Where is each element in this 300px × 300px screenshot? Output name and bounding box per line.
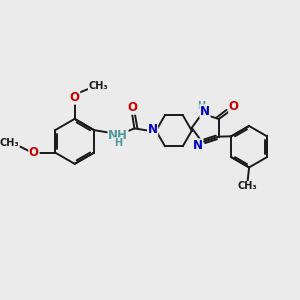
Text: CH₃: CH₃: [238, 182, 257, 191]
Text: NH: NH: [108, 129, 128, 142]
Text: N: N: [200, 105, 210, 118]
Text: CH₃: CH₃: [88, 81, 108, 91]
Text: CH₃: CH₃: [0, 137, 19, 148]
Text: O: O: [29, 146, 39, 159]
Text: N: N: [193, 139, 203, 152]
Text: O: O: [229, 100, 239, 113]
Text: O: O: [127, 101, 137, 114]
Text: H: H: [114, 138, 122, 148]
Text: N: N: [148, 123, 158, 136]
Text: H: H: [197, 101, 206, 111]
Text: O: O: [70, 91, 80, 104]
